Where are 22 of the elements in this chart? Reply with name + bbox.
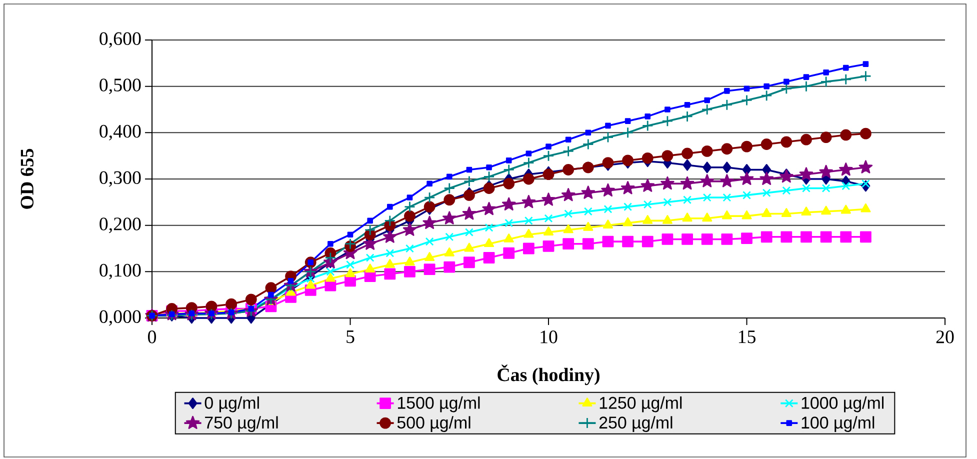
y-tick-label: 0,100 xyxy=(100,264,141,280)
y-tick-label: 0,300 xyxy=(100,171,141,187)
x-axis-title: Čas (hodiny) xyxy=(498,364,600,386)
x-tick-label: 15 xyxy=(738,330,756,344)
x-tick-label: 10 xyxy=(540,330,558,344)
y-tick-label: 0,400 xyxy=(100,124,141,140)
legend-label: 1500 µg/ml xyxy=(398,396,480,412)
x-tick-label: 0 xyxy=(148,330,156,344)
legend-label: 250 µg/ml xyxy=(599,416,672,432)
y-tick-label: 0,200 xyxy=(100,218,141,234)
y-axis-title: OD 655 xyxy=(20,148,34,209)
y-tick-label: 0,600 xyxy=(100,32,141,48)
legend-label: 1250 µg/ml xyxy=(600,396,682,412)
legend-label: 500 µg/ml xyxy=(397,416,470,432)
legend-label: 750 µg/ml xyxy=(205,416,278,432)
y-tick-label: 0,500 xyxy=(100,78,141,94)
x-tick-label: 5 xyxy=(346,330,354,344)
legend-label: 1000 µg/ml xyxy=(802,396,884,412)
legend-label: 0 µg/ml xyxy=(204,396,259,412)
x-tick-label: 20 xyxy=(936,330,954,344)
y-tick-label: 0,000 xyxy=(100,310,141,326)
legend-label: 100 µg/ml xyxy=(802,416,874,432)
